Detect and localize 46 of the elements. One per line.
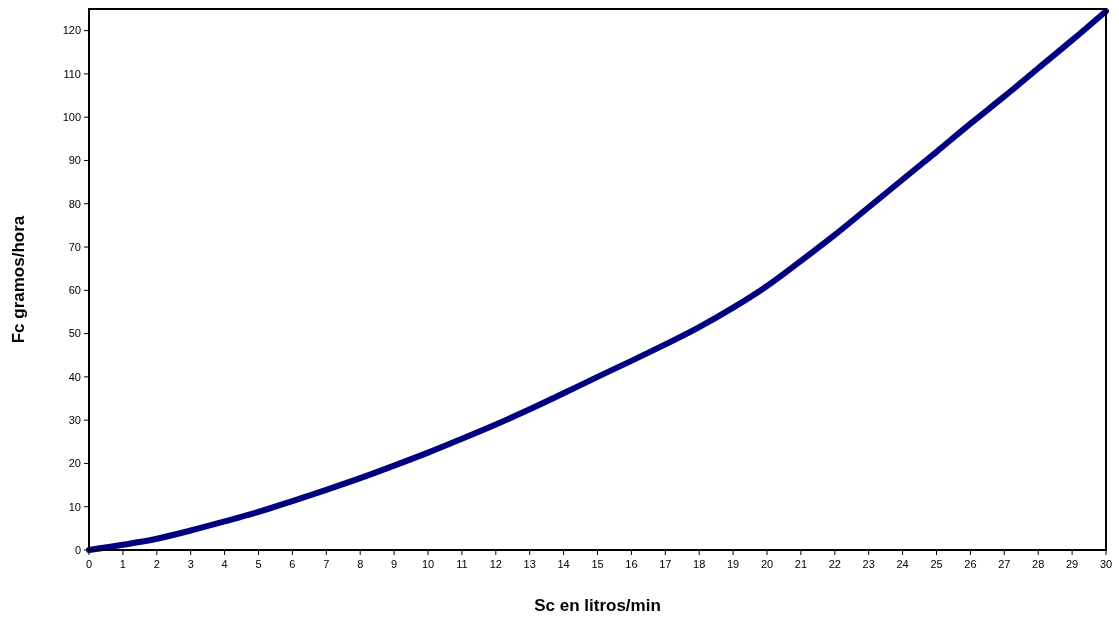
- y-tick-label: 60: [68, 284, 81, 297]
- x-tick-label: 8: [357, 558, 364, 570]
- x-tick-label: 16: [625, 558, 638, 570]
- y-tick-label: 120: [62, 24, 81, 37]
- x-tick-label: 13: [523, 558, 536, 570]
- y-tick-label: 70: [68, 240, 81, 253]
- y-tick-label: 100: [62, 111, 81, 124]
- y-tick-label: 110: [63, 67, 81, 80]
- x-tick-label: 1: [119, 558, 126, 570]
- y-tick-label: 10: [68, 500, 81, 513]
- x-tick-label: 17: [659, 558, 672, 570]
- y-tick-label: 0: [74, 543, 81, 556]
- x-tick-label: 2: [153, 558, 160, 570]
- y-axis-title: Fc gramos/hora: [9, 215, 28, 344]
- x-tick-label: 22: [828, 558, 841, 570]
- y-tick-label: 20: [68, 457, 81, 470]
- y-tick-label: 40: [68, 370, 81, 383]
- x-tick-label: 24: [896, 558, 909, 570]
- x-tick-label: 0: [85, 558, 93, 570]
- x-tick-label: 7: [323, 558, 330, 570]
- x-tick-label: 21: [794, 558, 808, 570]
- x-axis-title: Sc en litros/min: [534, 596, 661, 615]
- y-tick-label: 50: [68, 327, 81, 340]
- x-tick-label: 12: [489, 558, 502, 570]
- x-tick-label: 19: [726, 558, 740, 570]
- x-tick-label: 25: [930, 558, 943, 570]
- y-tick-label: 30: [68, 414, 81, 427]
- y-tick-label: 80: [68, 197, 81, 210]
- x-tick-label: 30: [1099, 558, 1113, 570]
- y-tick-label: 90: [68, 154, 81, 167]
- x-tick-label: 20: [760, 558, 774, 570]
- x-tick-label: 6: [289, 558, 296, 570]
- x-tick-label: 4: [221, 558, 228, 570]
- x-tick-label: 9: [391, 558, 398, 570]
- x-tick-label: 18: [693, 558, 706, 570]
- x-tick-label: 10: [421, 558, 435, 570]
- x-tick-label: 28: [1032, 558, 1045, 570]
- x-tick-label: 14: [557, 558, 570, 570]
- x-tick-label: 5: [255, 558, 262, 570]
- x-tick-label: 15: [591, 558, 604, 570]
- x-tick-label: 23: [862, 558, 875, 570]
- x-tick-label: 11: [456, 558, 468, 570]
- x-tick-label: 29: [1065, 558, 1079, 570]
- x-tick-label: 3: [187, 558, 194, 570]
- x-tick-label: 27: [998, 558, 1011, 570]
- x-tick-label: 26: [964, 558, 977, 570]
